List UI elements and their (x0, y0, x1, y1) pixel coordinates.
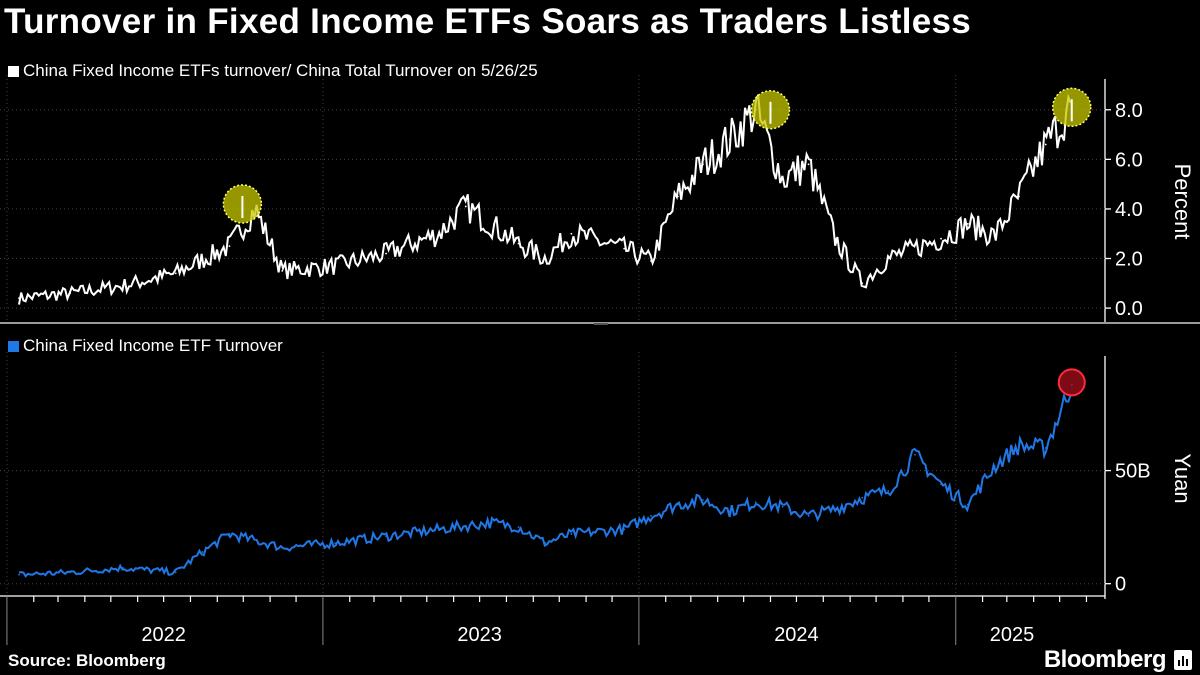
bottom-data-point (201, 551, 204, 553)
top-legend-swatch (8, 65, 19, 77)
bottom-legend-swatch (8, 340, 19, 352)
bottom-data-point (570, 533, 573, 535)
bottom-data-point (334, 542, 336, 544)
top-data-point (993, 235, 996, 238)
bottom-series-line (18, 392, 1072, 578)
top-series-line (18, 93, 1072, 305)
bottom-data-point (887, 490, 890, 492)
bottom-data-point (702, 499, 704, 501)
top-data-point (966, 222, 969, 225)
top-data-point (69, 292, 72, 295)
top-legend-label: China Fixed Income ETFs turnover/ China … (23, 61, 538, 80)
bottom-data-point (18, 573, 20, 576)
bottom-data-point (1018, 444, 1020, 447)
top-data-point (702, 163, 704, 166)
bottom-data-point (728, 510, 731, 513)
bottom-data-point (993, 465, 996, 467)
top-data-point (438, 232, 440, 235)
bottom-data-point (385, 535, 388, 538)
bottom-y-tick-label: 0 (1115, 574, 1126, 596)
top-data-point (940, 237, 942, 240)
bottom-data-point (174, 571, 177, 574)
top-y-tick-label: 4.0 (1115, 199, 1143, 221)
top-data-point (676, 195, 679, 198)
bottom-data-point (834, 508, 837, 510)
top-data-point (544, 257, 547, 260)
top-y-label: Percent (1170, 164, 1195, 240)
top-data-point (281, 270, 284, 272)
bottom-data-point (69, 571, 72, 574)
bottom-data-point (438, 528, 440, 531)
chart-title: Turnover in Fixed Income ETFs Soars as T… (4, 2, 972, 41)
top-y-tick-label: 6.0 (1115, 149, 1143, 171)
top-y-tick-label: 8.0 (1115, 100, 1143, 122)
bottom-data-point (940, 483, 942, 486)
source-note: Source: Bloomberg (8, 651, 166, 670)
bottom-y-tick-label: 50B (1115, 461, 1151, 483)
top-data-point (1018, 195, 1020, 198)
bottom-data-point (228, 533, 231, 535)
top-data-point (464, 205, 467, 208)
top-data-point (570, 232, 573, 235)
bottom-data-point (914, 453, 916, 456)
top-y-tick-label: 2.0 (1115, 249, 1143, 271)
bottom-data-point (1044, 447, 1047, 449)
bottom-data-point (544, 542, 547, 544)
bottom-data-point (676, 503, 679, 506)
bloomberg-chart-icon (1174, 650, 1192, 670)
bottom-peak-highlight (1057, 368, 1086, 397)
bottom-data-point (517, 526, 520, 529)
bottom-legend: China Fixed Income ETF Turnover (8, 336, 283, 356)
bottom-data-point (754, 501, 757, 504)
bottom-data-point (122, 566, 124, 569)
top-data-point (650, 260, 652, 262)
top-data-point (385, 252, 388, 255)
bottom-data-point (650, 514, 652, 517)
top-data-point (623, 247, 626, 250)
top-data-point (807, 163, 810, 166)
top-data-point (174, 272, 177, 275)
bottom-data-point (490, 521, 493, 524)
bottom-y-label: Yuan (1170, 453, 1195, 503)
x-year-label: 2023 (457, 624, 502, 646)
top-data-point (781, 178, 784, 181)
top-data-point (334, 265, 336, 267)
top-data-point (1044, 143, 1047, 146)
top-data-point (887, 257, 890, 260)
top-data-point (861, 282, 864, 285)
top-data-point (834, 237, 837, 240)
top-data-point (517, 242, 520, 245)
top-legend: China Fixed Income ETFs turnover/ China … (8, 61, 538, 81)
top-y-tick-label: 0.0 (1115, 298, 1143, 320)
x-year-label: 2022 (141, 624, 186, 646)
top-data-point (228, 245, 231, 248)
bottom-data-point (781, 505, 784, 508)
top-data-point (122, 284, 124, 287)
bottom-data-point (807, 514, 810, 517)
bottom-data-point (861, 496, 864, 499)
x-year-label: 2025 (990, 624, 1035, 646)
bottom-data-point (623, 528, 626, 531)
bottom-data-point (281, 546, 284, 549)
x-year-label: 2024 (774, 624, 819, 646)
bottom-data-point (966, 503, 969, 506)
top-data-point (18, 297, 20, 300)
top-data-point (728, 138, 731, 141)
bloomberg-logo: Bloomberg (1043, 646, 1167, 673)
bottom-legend-label: China Fixed Income ETF Turnover (23, 336, 283, 355)
